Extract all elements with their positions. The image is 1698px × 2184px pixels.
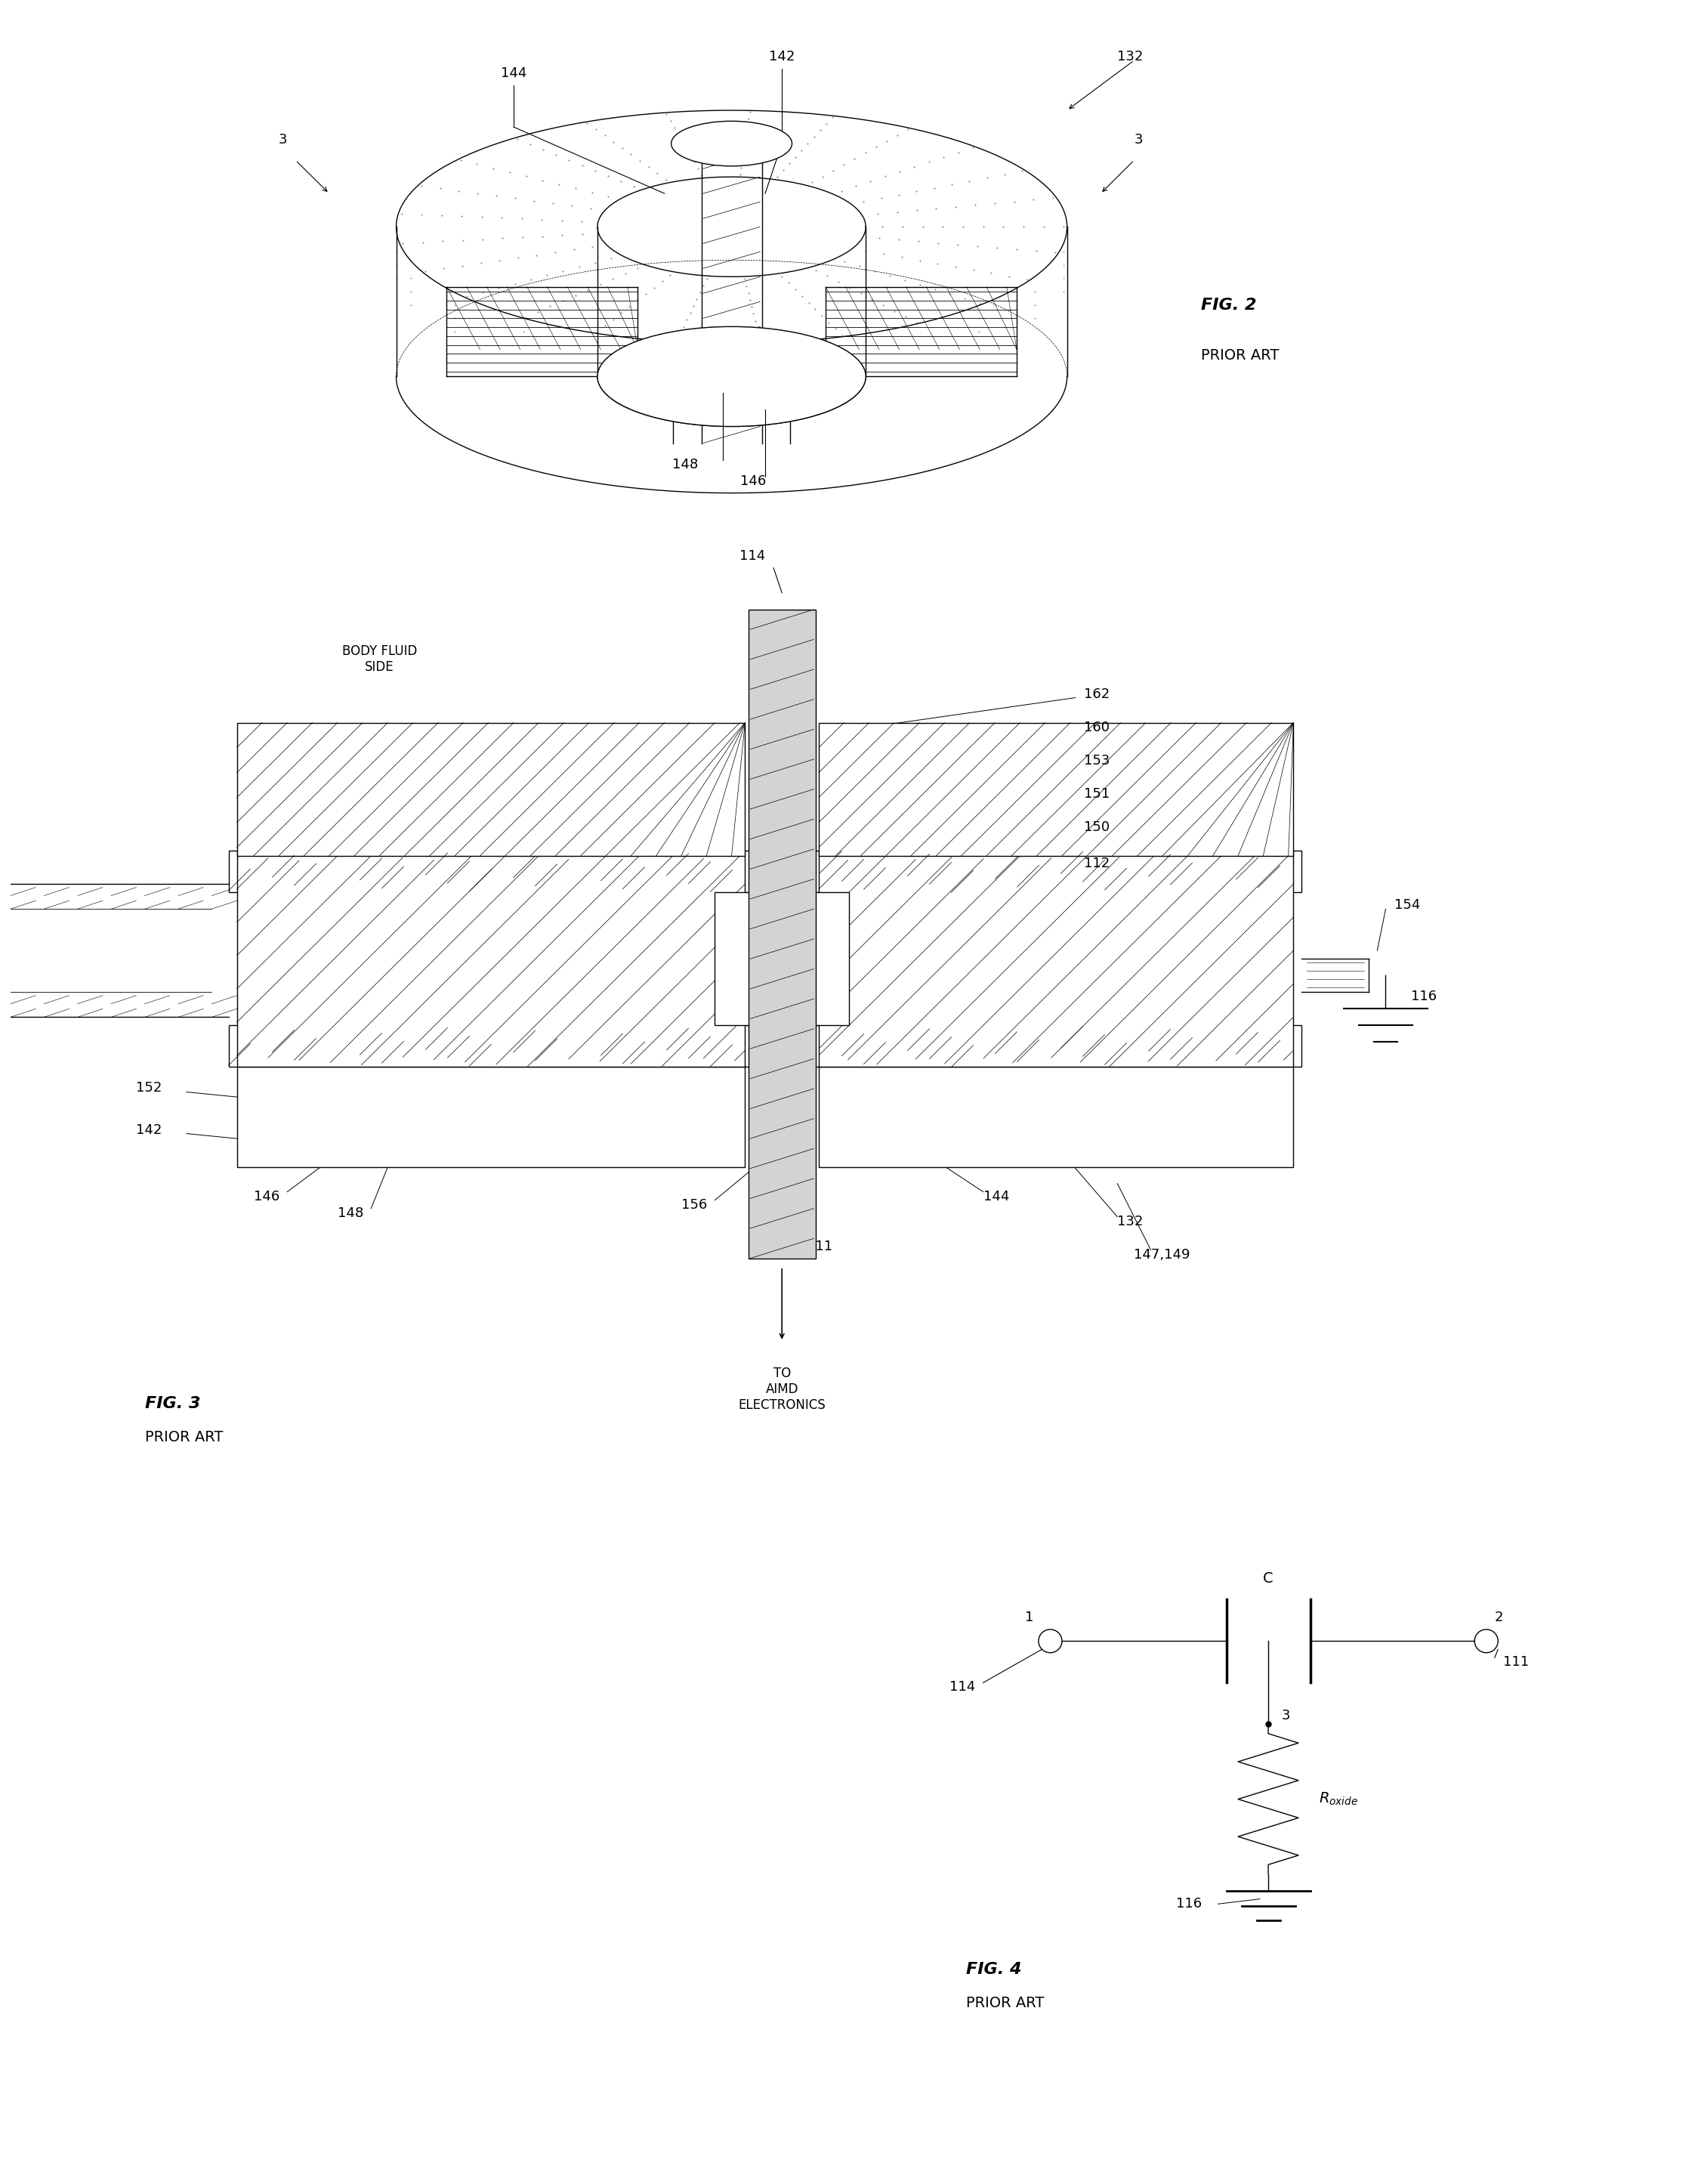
Text: 3: 3	[1134, 133, 1143, 146]
Text: FIG. 2: FIG. 2	[1200, 297, 1257, 312]
Text: TO
AIMD
ELECTRONICS: TO AIMD ELECTRONICS	[739, 1367, 825, 1411]
Text: 156: 156	[681, 1197, 706, 1212]
Text: 112: 112	[1083, 856, 1110, 871]
Text: 3: 3	[278, 133, 287, 146]
Bar	[238, 852, 745, 1068]
Text: 148: 148	[672, 456, 698, 472]
Text: 132: 132	[1117, 1214, 1143, 1227]
Text: BODY FLUID
SIDE: BODY FLUID SIDE	[341, 644, 418, 675]
Text: 152: 152	[136, 1081, 163, 1094]
Text: PRIOR ART: PRIOR ART	[1200, 349, 1279, 363]
Bar	[818, 723, 1294, 856]
Text: 116: 116	[1411, 989, 1437, 1002]
Text: 114: 114	[739, 548, 766, 563]
Text: 146: 146	[740, 474, 766, 487]
Text: 3: 3	[1282, 1708, 1290, 1723]
Bar	[818, 1068, 1294, 1166]
Bar	[229, 852, 1302, 893]
Text: C: C	[1263, 1572, 1274, 1586]
Bar	[818, 852, 1294, 1068]
Text: 132: 132	[1117, 50, 1143, 63]
Text: 162: 162	[1083, 688, 1110, 701]
Text: 154: 154	[1394, 898, 1420, 913]
Text: 153: 153	[1083, 753, 1110, 767]
Bar	[229, 1026, 1302, 1068]
Text: 150: 150	[1083, 821, 1109, 834]
Text: 148: 148	[338, 1206, 363, 1221]
Text: PRIOR ART: PRIOR ART	[144, 1431, 222, 1444]
Text: 116: 116	[1177, 1896, 1202, 1911]
Ellipse shape	[671, 120, 791, 166]
Bar	[715, 893, 849, 1026]
Bar	[238, 723, 745, 856]
Text: 2: 2	[1494, 1610, 1503, 1625]
Text: 144: 144	[983, 1190, 1009, 1203]
Text: 111: 111	[1503, 1655, 1528, 1669]
Bar	[749, 609, 815, 1258]
Text: 111: 111	[807, 1241, 832, 1254]
Ellipse shape	[598, 328, 866, 426]
Text: 146: 146	[253, 1190, 280, 1203]
Text: $R_{oxide}$: $R_{oxide}$	[1319, 1791, 1358, 1806]
Text: 144: 144	[501, 66, 526, 81]
Text: PRIOR ART: PRIOR ART	[966, 1996, 1044, 2009]
Text: 147,149: 147,149	[1134, 1247, 1190, 1262]
Text: FIG. 3: FIG. 3	[144, 1396, 200, 1411]
Text: 160: 160	[1083, 721, 1109, 734]
Text: FIG. 4: FIG. 4	[966, 1961, 1022, 1977]
Text: 142: 142	[769, 50, 795, 63]
Text: 142: 142	[136, 1123, 163, 1136]
Text: 1: 1	[1026, 1610, 1034, 1625]
Text: 114: 114	[949, 1679, 975, 1695]
Text: 151: 151	[1083, 786, 1110, 802]
Bar	[238, 1068, 745, 1166]
